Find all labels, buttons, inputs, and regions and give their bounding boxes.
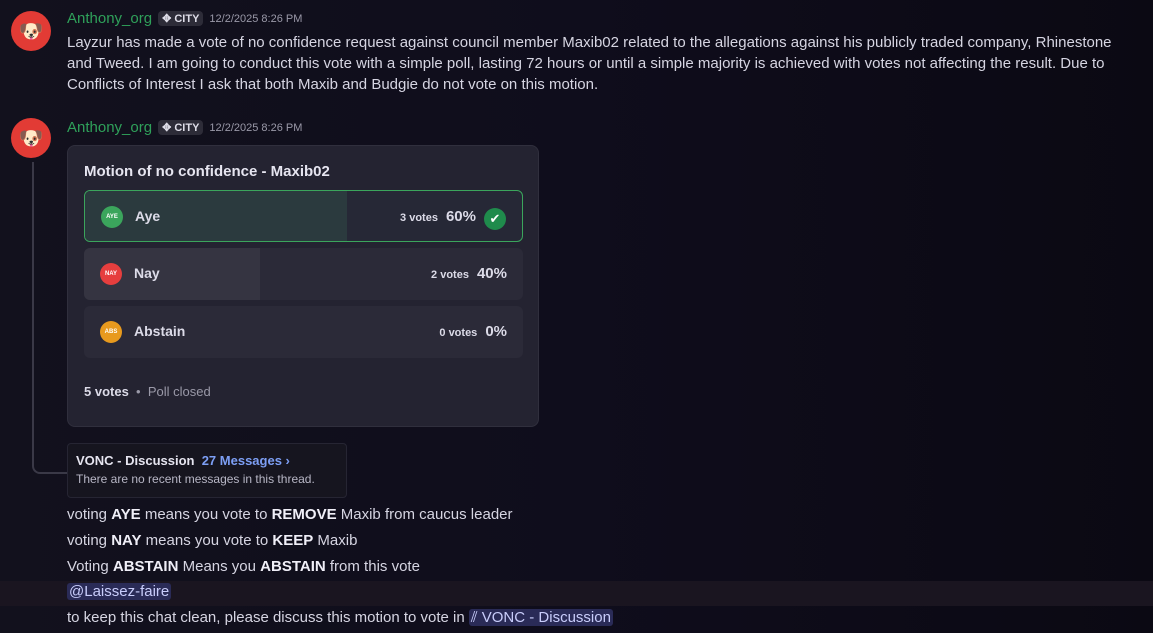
poll-status: Poll closed: [147, 384, 211, 399]
message-line: voting NAY means you vote to KEEP Maxib: [67, 532, 357, 549]
separator: •: [136, 384, 141, 399]
thread-name[interactable]: VONC - Discussion: [76, 453, 195, 468]
vote-percent: 40%: [476, 265, 507, 282]
thread-icon: ⫽: [470, 609, 482, 626]
vote-percent: 0%: [485, 323, 507, 340]
option-emoji-icon: AYE: [101, 206, 123, 228]
poll-option-nay[interactable]: NAY Nay 2 votes 40%: [84, 248, 523, 300]
tag-icon: ✥: [162, 122, 175, 134]
option-label: Aye: [135, 208, 161, 224]
bold-text: ABSTAIN: [112, 558, 179, 575]
bold-text: NAY: [111, 532, 142, 549]
poll-question: Motion of no confidence - Maxib02: [84, 163, 330, 180]
text: from this vote: [325, 558, 420, 575]
timestamp: 12/2/2025 8:26 PM: [209, 12, 303, 25]
option-label: Nay: [134, 265, 160, 281]
text: Means you: [178, 558, 261, 575]
option-emoji-icon: NAY: [100, 263, 122, 285]
thread-message-count[interactable]: 27 Messages ›: [201, 453, 290, 468]
final-line-text: to keep this chat clean, please discuss …: [67, 609, 469, 626]
bold-text: AYE: [111, 506, 141, 523]
poll: Motion of no confidence - Maxib02 AYE Ay…: [67, 145, 539, 427]
message-line: voting AYE means you vote to REMOVE Maxi…: [67, 506, 513, 523]
text: voting: [67, 532, 112, 549]
vote-count: 2 votes: [431, 269, 469, 281]
vote-percent: 60%: [445, 208, 476, 225]
thread-connector: [32, 162, 68, 474]
poll-option-abstain[interactable]: ABS Abstain 0 votes 0%: [84, 306, 523, 358]
text: means you vote to: [140, 506, 272, 523]
poll-total: 5 votes: [84, 384, 129, 399]
thread-preview-text: There are no recent messages in this thr…: [76, 472, 315, 486]
user-mention[interactable]: @Laissez-faire: [67, 583, 172, 600]
message-text: Layzur has made a vote of no confidence …: [67, 34, 1112, 93]
message-line: Voting ABSTAIN Means you ABSTAIN from th…: [67, 558, 420, 575]
bold-text: KEEP: [272, 532, 314, 549]
poll-option-aye[interactable]: AYE Aye 3 votes 60% ✔: [84, 190, 523, 242]
text: Maxib: [313, 532, 358, 549]
vote-count: 3 votes: [400, 212, 438, 224]
text: voting: [67, 506, 112, 523]
bold-text: REMOVE: [271, 506, 337, 523]
channel-link[interactable]: ⫽ VONC - Discussion: [468, 609, 613, 626]
avatar[interactable]: 🐶: [11, 11, 51, 51]
guild-tag[interactable]: ✥ CITY: [158, 120, 204, 135]
author-name[interactable]: Anthony_org: [67, 10, 153, 27]
avatar[interactable]: 🐶: [11, 118, 51, 158]
text: Voting: [67, 558, 113, 575]
hover-highlight: [0, 581, 1153, 606]
text: means you vote to: [141, 532, 273, 549]
tag-icon: ✥: [162, 13, 175, 25]
vote-fill: [85, 191, 348, 241]
guild-tag[interactable]: ✥ CITY: [158, 11, 204, 26]
text: Maxib from caucus leader: [336, 506, 513, 523]
author-name[interactable]: Anthony_org: [67, 119, 153, 136]
vote-count: 0 votes: [439, 327, 478, 339]
option-label: Abstain: [134, 323, 186, 339]
bold-text: ABSTAIN: [260, 558, 326, 575]
option-emoji-icon: ABS: [100, 321, 122, 343]
thread-preview[interactable]: VONC - Discussion 27 Messages › There ar…: [67, 443, 347, 498]
winner-check-icon: ✔: [484, 208, 506, 230]
timestamp: 12/2/2025 8:26 PM: [209, 121, 303, 134]
poll-footer: 5 votes • Poll closed: [84, 384, 211, 399]
